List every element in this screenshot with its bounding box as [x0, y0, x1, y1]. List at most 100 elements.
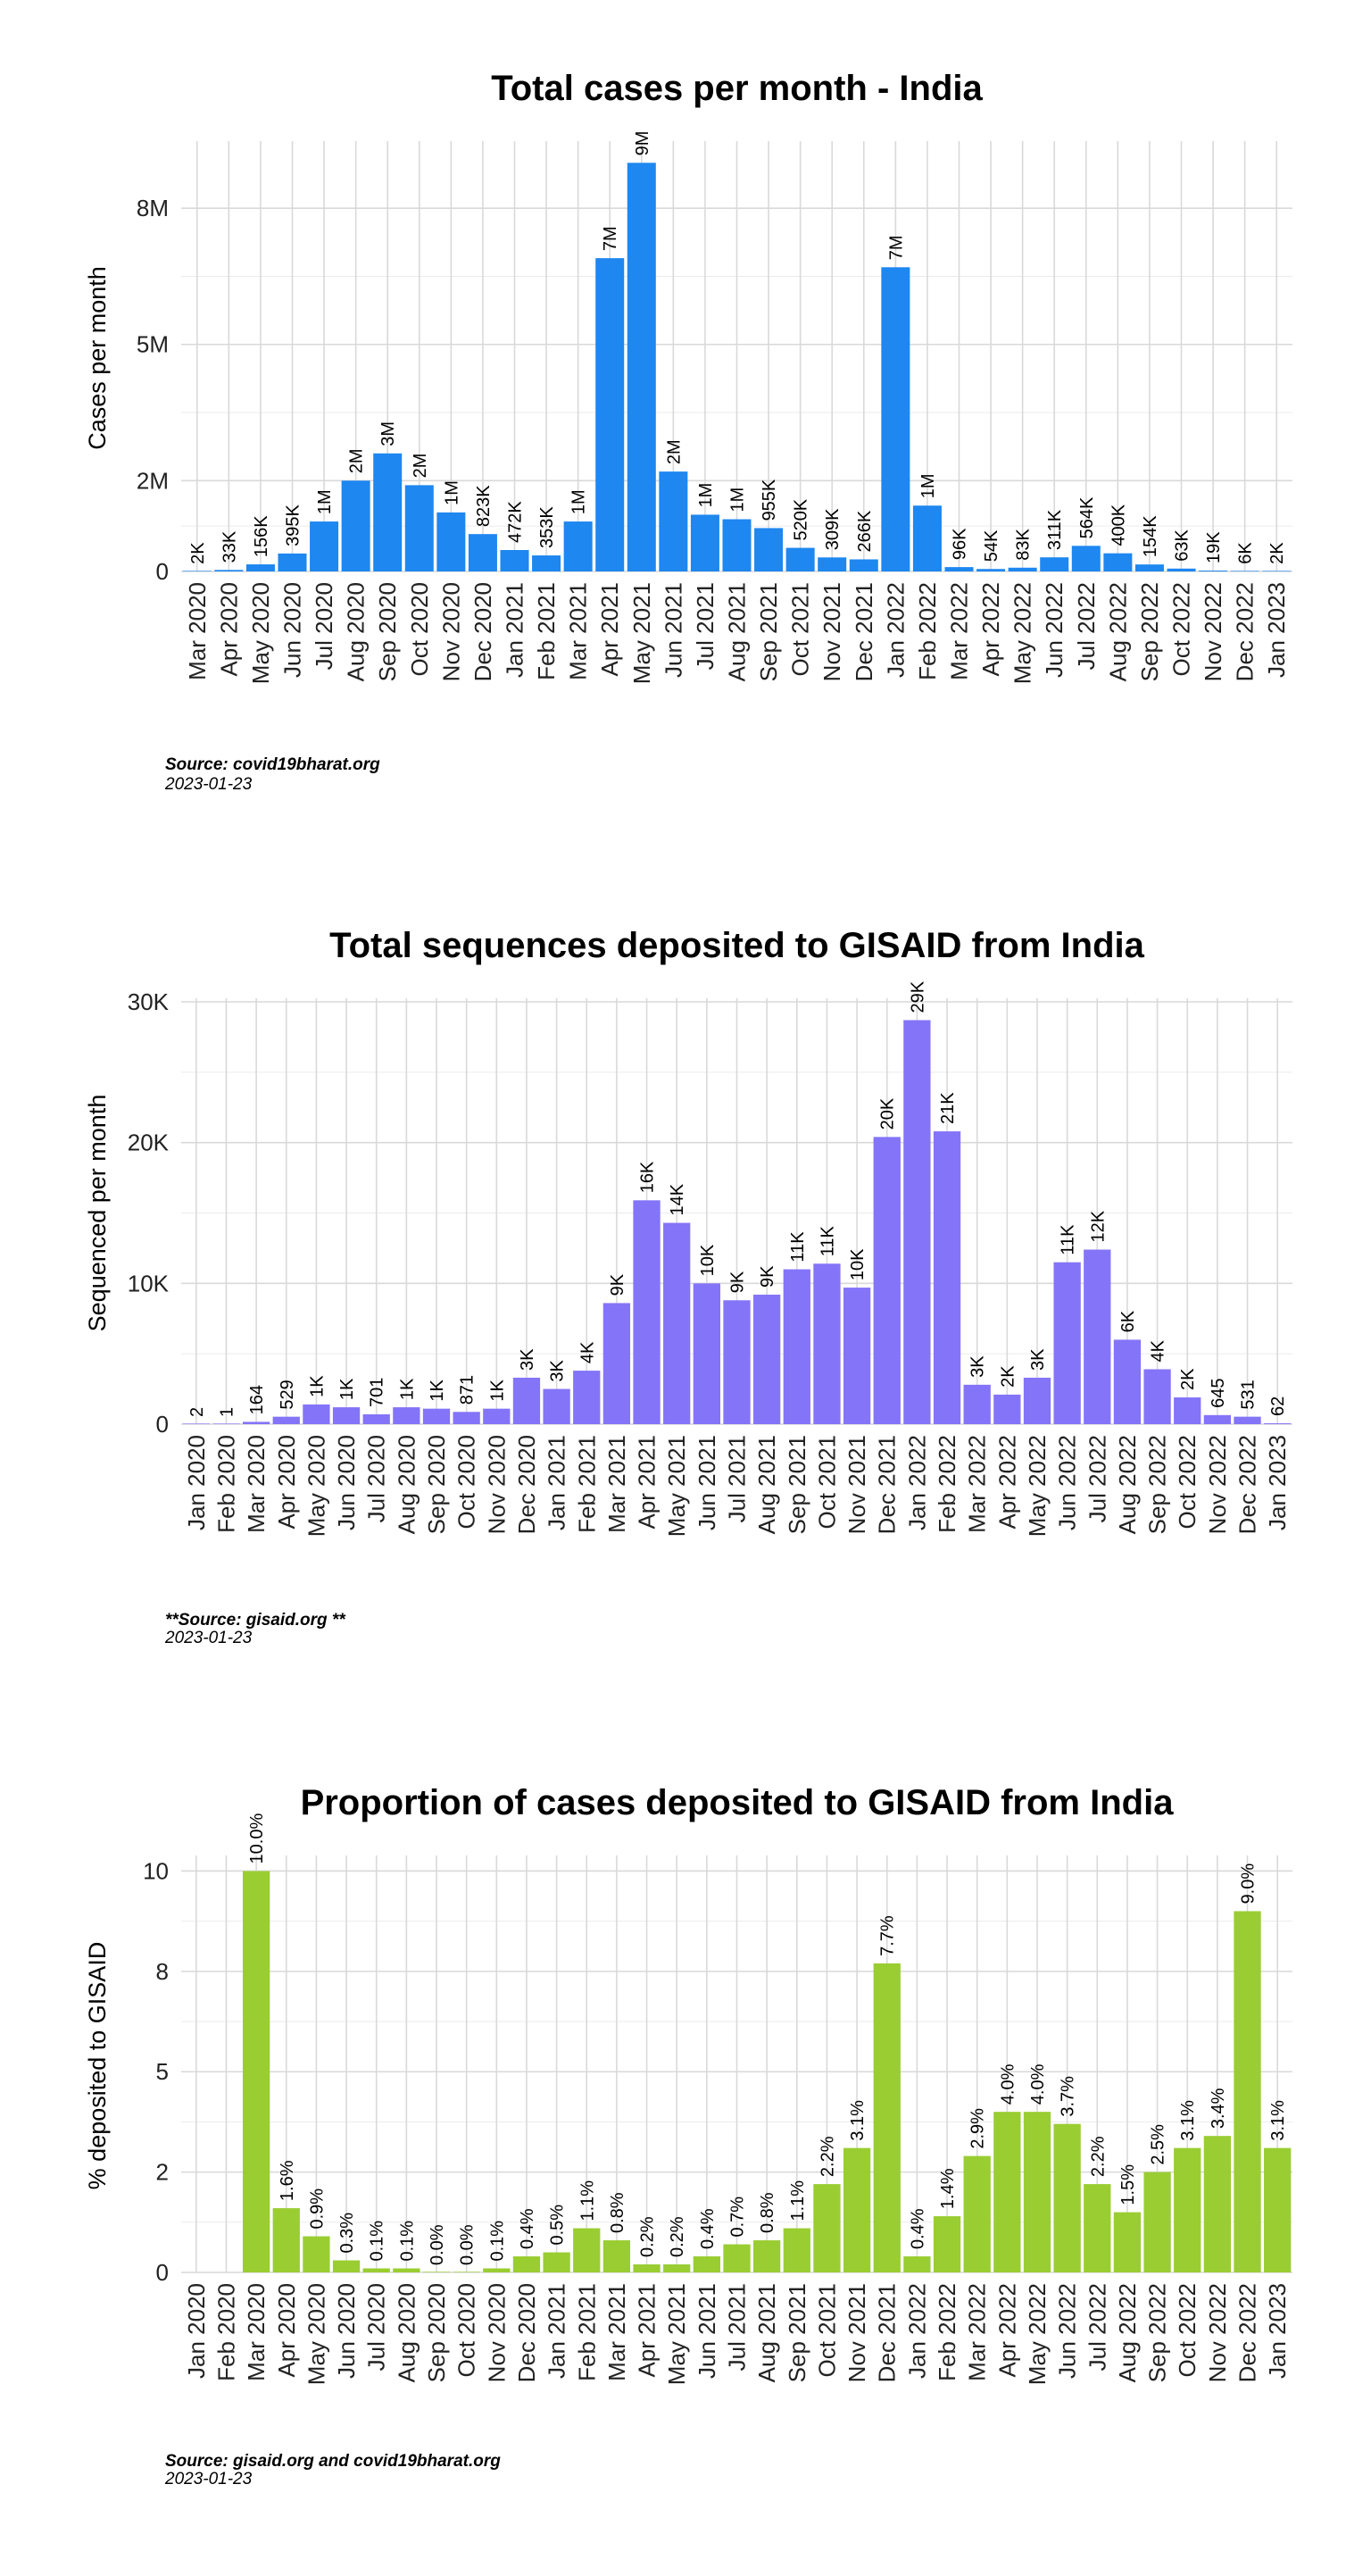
data-label: 4.0%: [998, 2063, 1018, 2105]
x-tick-label: Jan 2020: [183, 2283, 210, 2379]
x-tick-label: Sep 2020: [423, 1435, 450, 1534]
data-label: 955K: [760, 479, 779, 521]
bar: [362, 2268, 390, 2272]
bar: [1040, 557, 1069, 571]
bar: [1008, 567, 1037, 571]
x-tick-label: Jul 2020: [363, 1435, 390, 1522]
data-label: 1K: [487, 1380, 507, 1402]
x-tick-label: Apr 2020: [273, 2283, 300, 2378]
data-label: 2M: [664, 439, 684, 464]
proportion-chart-panel: Proportion of cases deposited to GISAID …: [0, 1714, 1371, 2572]
bar: [1053, 1262, 1081, 1424]
data-label: 2K: [1178, 1368, 1198, 1390]
source-caption: Source: gisaid.org and covid19bharat.org: [165, 2452, 501, 2471]
x-tick-label: Oct 2020: [406, 582, 433, 677]
data-label: 0.9%: [307, 2188, 327, 2230]
data-label: 3.1%: [1178, 2100, 1198, 2141]
bar: [849, 559, 878, 571]
bar: [659, 471, 688, 571]
x-tick-label: Nov 2020: [483, 2283, 510, 2382]
bar: [813, 1263, 841, 1424]
data-label: 3.1%: [1268, 2100, 1288, 2141]
chart-title: Total cases per month - India: [491, 69, 983, 108]
bar: [813, 2184, 841, 2272]
x-tick-label: Apr 2022: [977, 582, 1004, 677]
data-label: 1M: [315, 489, 335, 514]
bar: [303, 2236, 330, 2272]
x-tick-label: Nov 2020: [437, 582, 464, 681]
bar: [963, 2155, 991, 2272]
x-tick-label: Jun 2021: [694, 2283, 720, 2379]
bar: [1071, 546, 1101, 571]
data-label: 4K: [577, 1341, 597, 1363]
data-label: 0.1%: [368, 2221, 387, 2262]
chart-title: Total sequences deposited to GISAID from…: [329, 926, 1144, 965]
data-label: 11K: [1059, 1224, 1078, 1255]
x-tick-label: Aug 2020: [393, 2283, 420, 2382]
y-axis-label: % deposited to GISAID: [84, 1942, 111, 2190]
data-label: 353K: [537, 506, 557, 548]
bar: [1174, 2147, 1201, 2272]
x-tick-label: Jun 2022: [1041, 582, 1068, 678]
bar: [341, 480, 370, 571]
data-label: 1K: [337, 1378, 357, 1400]
x-tick-label: Jun 2022: [1054, 1435, 1081, 1530]
bar: [818, 557, 847, 571]
x-tick-label: Mar 2020: [243, 1435, 270, 1533]
x-tick-label: Jul 2022: [1073, 582, 1100, 670]
bar: [182, 1423, 210, 1424]
data-label: 1K: [397, 1378, 417, 1400]
data-label: 1M: [442, 480, 461, 505]
x-tick-label: Aug 2021: [753, 2283, 780, 2382]
data-label: 63K: [1173, 529, 1192, 562]
x-tick-label: Feb 2022: [934, 1435, 960, 1533]
data-label: 10.0%: [247, 1813, 267, 1864]
data-label: 0.0%: [428, 2224, 447, 2265]
x-tick-label: Jul 2021: [724, 1435, 751, 1522]
bar: [512, 1377, 541, 1424]
data-label: 529: [278, 1380, 297, 1409]
y-tick-label: 10: [143, 1857, 169, 1884]
bar: [627, 163, 656, 571]
data-label: 0.8%: [608, 2192, 627, 2233]
bar: [245, 564, 275, 571]
x-tick-label: Oct 2020: [453, 2283, 480, 2378]
bar: [690, 514, 719, 571]
x-tick-label: Apr 2021: [634, 1435, 661, 1530]
data-label: 0.5%: [548, 2205, 568, 2246]
x-tick-label: Jul 2022: [1084, 1435, 1110, 1522]
data-label: 4K: [1149, 1339, 1168, 1362]
data-label: 395K: [284, 504, 303, 546]
data-label: 701: [368, 1378, 387, 1407]
cases-chart-panel: Total cases per month - India Cases per m…: [0, 0, 1371, 857]
data-label: 1: [217, 1407, 237, 1417]
bar: [963, 1384, 991, 1424]
bar: [332, 1407, 361, 1424]
bar: [543, 2252, 570, 2272]
y-tick-label: 2M: [137, 467, 169, 494]
bar: [214, 570, 244, 571]
data-label: 0.7%: [728, 2197, 748, 2238]
bar: [242, 1421, 270, 1424]
x-tick-label: Dec 2020: [513, 2283, 540, 2382]
x-tick-label: May 2020: [303, 2283, 329, 2385]
x-tick-label: Feb 2020: [212, 1435, 239, 1533]
bar: [468, 534, 497, 571]
bar: [303, 1404, 330, 1424]
x-tick-label: Nov 2020: [483, 1435, 510, 1534]
data-label: 2: [187, 1407, 207, 1417]
y-axis-label: Cases per month: [84, 266, 111, 450]
data-label: 2.2%: [818, 2136, 837, 2177]
bar: [310, 521, 339, 571]
data-label: 0.4%: [908, 2208, 927, 2249]
sequences-chart: Total sequences deposited to GISAID from…: [84, 926, 1292, 1647]
bar: [543, 1388, 570, 1424]
y-tick-label: 0: [156, 558, 169, 585]
bar: [404, 485, 434, 571]
data-label: 266K: [855, 510, 875, 552]
data-label: 2.5%: [1149, 2124, 1168, 2165]
bar: [332, 2260, 361, 2272]
bar: [1167, 568, 1196, 571]
data-label: 3K: [548, 1359, 568, 1381]
data-label: 2K: [998, 1365, 1018, 1388]
